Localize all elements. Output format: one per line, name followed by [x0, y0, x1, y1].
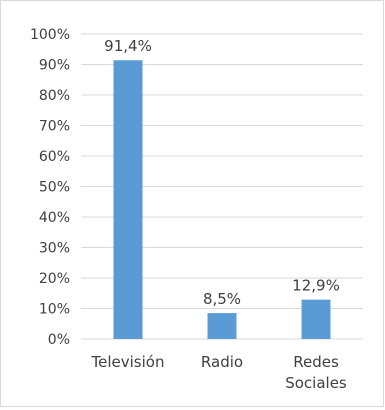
data-label: 12,9% [292, 277, 340, 295]
y-tick-label: 30% [39, 241, 70, 257]
data-labels: 91,4% 8,5% 12,9% [104, 37, 340, 308]
data-label: 8,5% [203, 290, 241, 308]
y-tick-label: 100% [30, 27, 70, 43]
bar [113, 60, 143, 339]
x-tick-label: Sociales [285, 374, 347, 392]
x-tick-label: Redes [293, 353, 339, 371]
data-label: 91,4% [104, 37, 152, 55]
y-tick-label: 50% [39, 180, 70, 196]
y-tick-label: 10% [39, 302, 70, 318]
y-tick-label: 40% [39, 210, 70, 226]
bar [301, 299, 331, 339]
y-tick-label: 90% [39, 58, 70, 74]
y-tick-label: 0% [48, 332, 70, 348]
x-axis-ticks: Televisión Radio Redes Sociales [91, 353, 347, 392]
bars [113, 60, 331, 339]
y-tick-label: 20% [39, 271, 70, 287]
y-tick-label: 70% [39, 119, 70, 135]
y-tick-label: 60% [39, 149, 70, 165]
x-tick-label: Radio [201, 353, 243, 371]
y-axis-ticks: 0% 10% 20% 30% 40% 50% 60% 70% 80% 90% 100% [30, 27, 70, 348]
bar [207, 313, 237, 339]
y-tick-label: 80% [39, 88, 70, 104]
x-tick-label: Televisión [91, 353, 165, 371]
